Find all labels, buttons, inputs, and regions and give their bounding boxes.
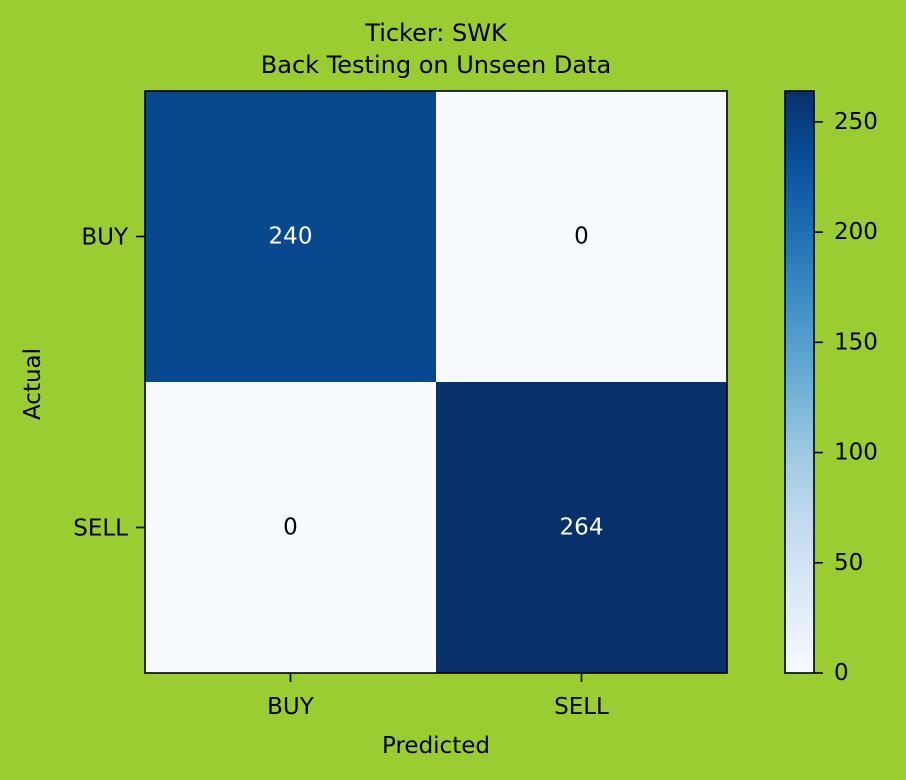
heatmap-cells xyxy=(145,91,727,673)
colorbar-tick-label: 100 xyxy=(834,440,878,466)
colorbar-tick-label: 50 xyxy=(834,550,863,576)
cell-value-label: 0 xyxy=(574,224,589,250)
x-axis-ticks: BUY SELL xyxy=(267,673,609,720)
cell-value-label: 240 xyxy=(269,224,313,250)
cell-value-label: 0 xyxy=(283,515,298,541)
chart-title-line-2: Back Testing on Unseen Data xyxy=(261,51,611,79)
x-axis-label: Predicted xyxy=(382,733,490,759)
colorbar xyxy=(785,91,814,673)
y-tick-label: BUY xyxy=(81,225,129,251)
x-tick-label: SELL xyxy=(554,694,609,720)
chart-title-line-1: Ticker: SWK xyxy=(364,19,508,47)
colorbar-tick-label: 150 xyxy=(834,329,878,355)
colorbar-tick-label: 200 xyxy=(834,219,878,245)
y-tick-label: SELL xyxy=(73,516,128,542)
colorbar-ticks: 0 50 100 150 200 250 xyxy=(814,109,878,686)
cell-value-label: 264 xyxy=(560,515,604,541)
y-axis-label: Actual xyxy=(20,348,46,420)
y-axis-ticks: BUY SELL xyxy=(73,225,145,542)
colorbar-tick-label: 0 xyxy=(834,660,849,686)
x-tick-label: BUY xyxy=(267,694,315,720)
colorbar-tick-label: 250 xyxy=(834,109,878,135)
